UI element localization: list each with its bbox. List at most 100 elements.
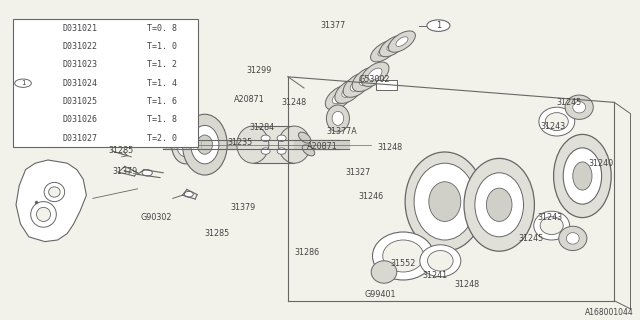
Ellipse shape bbox=[464, 158, 534, 251]
Text: 31246: 31246 bbox=[358, 192, 383, 201]
Ellipse shape bbox=[184, 191, 193, 197]
Text: T=1. 8: T=1. 8 bbox=[147, 115, 177, 124]
Ellipse shape bbox=[540, 217, 563, 235]
Ellipse shape bbox=[191, 125, 219, 164]
Ellipse shape bbox=[372, 232, 434, 280]
Text: T=1. 2: T=1. 2 bbox=[147, 60, 177, 69]
Text: 31243: 31243 bbox=[538, 213, 563, 222]
Text: T=1. 0: T=1. 0 bbox=[147, 42, 177, 51]
Text: 31327: 31327 bbox=[346, 168, 371, 177]
Ellipse shape bbox=[565, 95, 593, 119]
Text: T=1. 4: T=1. 4 bbox=[147, 79, 177, 88]
Text: T=2. 0: T=2. 0 bbox=[147, 133, 177, 142]
Text: T=0. 8: T=0. 8 bbox=[147, 24, 177, 33]
Ellipse shape bbox=[563, 148, 602, 204]
Ellipse shape bbox=[429, 182, 461, 221]
Ellipse shape bbox=[44, 182, 65, 202]
Text: A168001044: A168001044 bbox=[585, 308, 634, 317]
Ellipse shape bbox=[539, 107, 575, 136]
Ellipse shape bbox=[31, 202, 56, 227]
Text: 31377A: 31377A bbox=[326, 127, 357, 136]
Text: 31377: 31377 bbox=[320, 21, 345, 30]
Ellipse shape bbox=[277, 135, 286, 141]
Ellipse shape bbox=[277, 148, 286, 154]
Ellipse shape bbox=[332, 111, 344, 125]
Ellipse shape bbox=[405, 152, 484, 251]
Text: 31235: 31235 bbox=[227, 138, 252, 147]
Text: D031021: D031021 bbox=[62, 24, 97, 33]
Text: 31248: 31248 bbox=[454, 280, 479, 289]
Text: D031025: D031025 bbox=[62, 97, 97, 106]
Text: D031027: D031027 bbox=[62, 133, 97, 142]
Ellipse shape bbox=[534, 211, 570, 240]
Polygon shape bbox=[16, 160, 86, 242]
Ellipse shape bbox=[182, 114, 227, 175]
Ellipse shape bbox=[326, 105, 349, 132]
Text: 31299: 31299 bbox=[246, 66, 272, 75]
Ellipse shape bbox=[396, 37, 408, 46]
Ellipse shape bbox=[545, 113, 568, 131]
Text: D031026: D031026 bbox=[62, 115, 97, 124]
Text: 31243: 31243 bbox=[541, 122, 566, 131]
Text: 31248: 31248 bbox=[378, 143, 403, 152]
Ellipse shape bbox=[371, 261, 397, 283]
Ellipse shape bbox=[371, 41, 397, 62]
Ellipse shape bbox=[380, 36, 406, 57]
Ellipse shape bbox=[486, 188, 512, 221]
Ellipse shape bbox=[368, 68, 382, 80]
Text: A20871: A20871 bbox=[307, 142, 338, 151]
Text: 31241: 31241 bbox=[422, 271, 447, 280]
Ellipse shape bbox=[378, 46, 390, 56]
Text: 31285: 31285 bbox=[109, 146, 134, 155]
Ellipse shape bbox=[197, 135, 212, 154]
Ellipse shape bbox=[352, 67, 380, 92]
Text: 31240: 31240 bbox=[589, 159, 614, 168]
Ellipse shape bbox=[554, 134, 611, 218]
Ellipse shape bbox=[342, 85, 356, 97]
Ellipse shape bbox=[361, 62, 389, 86]
Text: 1: 1 bbox=[436, 21, 441, 30]
Bar bbox=[253, 126, 294, 163]
Ellipse shape bbox=[36, 207, 51, 221]
Ellipse shape bbox=[566, 233, 579, 244]
Ellipse shape bbox=[420, 245, 461, 277]
Text: 1: 1 bbox=[20, 80, 25, 86]
Circle shape bbox=[15, 79, 31, 87]
Ellipse shape bbox=[359, 73, 373, 85]
Text: 31379: 31379 bbox=[112, 167, 137, 176]
Ellipse shape bbox=[559, 226, 587, 251]
Ellipse shape bbox=[350, 79, 364, 91]
Ellipse shape bbox=[302, 145, 315, 156]
Ellipse shape bbox=[428, 251, 453, 271]
Text: T=1. 6: T=1. 6 bbox=[147, 97, 177, 106]
Ellipse shape bbox=[298, 132, 311, 143]
Text: 31285: 31285 bbox=[205, 229, 230, 238]
Text: G99401: G99401 bbox=[365, 290, 396, 299]
Ellipse shape bbox=[142, 170, 152, 176]
Text: 31284: 31284 bbox=[250, 124, 275, 132]
Text: A20871: A20871 bbox=[234, 95, 264, 104]
Ellipse shape bbox=[387, 41, 399, 51]
Text: G90302: G90302 bbox=[141, 213, 172, 222]
Ellipse shape bbox=[237, 126, 269, 163]
Ellipse shape bbox=[573, 101, 586, 113]
Ellipse shape bbox=[573, 162, 592, 190]
Ellipse shape bbox=[343, 73, 371, 97]
Text: D031024: D031024 bbox=[62, 79, 97, 88]
Ellipse shape bbox=[49, 187, 60, 197]
Text: 31245: 31245 bbox=[518, 234, 543, 243]
Ellipse shape bbox=[278, 126, 310, 163]
Ellipse shape bbox=[332, 92, 346, 104]
Ellipse shape bbox=[325, 85, 353, 110]
Ellipse shape bbox=[172, 125, 200, 164]
Text: 31245: 31245 bbox=[557, 98, 582, 107]
Ellipse shape bbox=[388, 31, 415, 52]
Text: 31248: 31248 bbox=[282, 98, 307, 107]
Ellipse shape bbox=[335, 79, 363, 103]
Bar bbox=[376, 80, 397, 90]
Text: D031022: D031022 bbox=[62, 42, 97, 51]
Text: 31286: 31286 bbox=[294, 248, 319, 257]
Ellipse shape bbox=[261, 135, 270, 141]
Ellipse shape bbox=[383, 240, 424, 272]
Ellipse shape bbox=[261, 148, 270, 154]
